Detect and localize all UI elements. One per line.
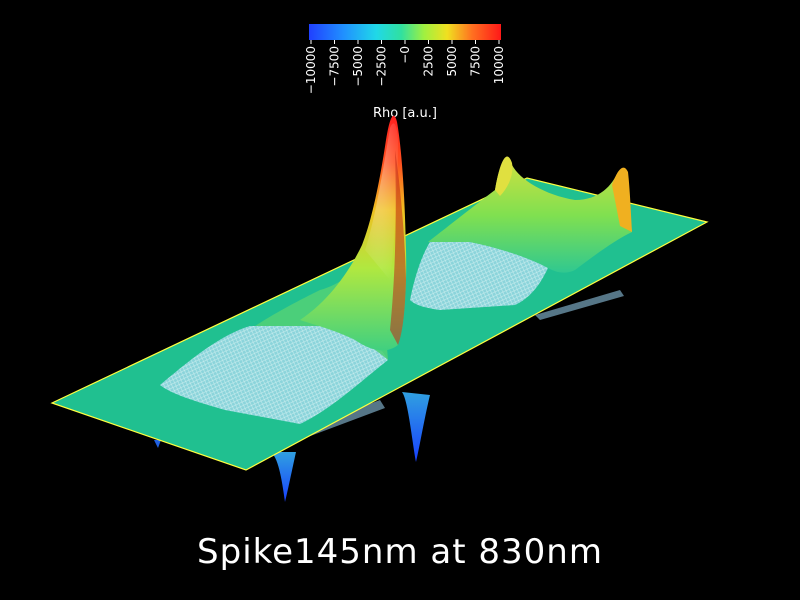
- colorbar-tick-label: 7500: [469, 46, 483, 77]
- main-spike-body: [300, 115, 407, 351]
- mesh-pad-left-surface: [160, 326, 388, 424]
- caption: Spike145nm at 830nm: [197, 532, 603, 572]
- right-ridge-peak-right: [612, 167, 632, 232]
- right-ridge-surface: [428, 158, 632, 273]
- colorbar-ticks: −10000 −7500 −5000 −2500 −0 2500 5000 7500 10000: [304, 40, 506, 94]
- negative-spike-left: [270, 452, 296, 502]
- colorbar-tick-label: 2500: [422, 46, 436, 77]
- right-ridge: [428, 156, 632, 273]
- main-spike: [300, 115, 407, 351]
- main-spike-shadow: [390, 150, 406, 345]
- colorbar-tick-label: −2500: [375, 46, 389, 87]
- colorbar-tick-label: 5000: [445, 46, 459, 77]
- colorbar-tick-label: −5000: [351, 46, 365, 87]
- colorbar-tick-label: −0: [398, 46, 412, 64]
- mesh-pad-right: [410, 242, 548, 310]
- main-spike-highlight: [365, 123, 398, 280]
- mesh-pad-left: [160, 326, 388, 424]
- right-ridge-peak-left: [495, 156, 513, 196]
- undershadow-strip-right: [535, 290, 624, 320]
- colorbar-tick-label: 10000: [492, 46, 506, 84]
- colorbar-tick-label: −10000: [304, 46, 318, 94]
- colorbar-title: Rho [a.u.]: [373, 106, 437, 121]
- colorbar-tick-label: −7500: [328, 46, 342, 87]
- mesh-pad-right-surface: [410, 242, 548, 310]
- negative-spike-center: [402, 392, 430, 462]
- colorbar-gradient: [309, 24, 501, 40]
- negative-spike-small: [154, 440, 161, 448]
- colorbar: −10000 −7500 −5000 −2500 −0 2500 5000 7500 10000…: [304, 24, 506, 121]
